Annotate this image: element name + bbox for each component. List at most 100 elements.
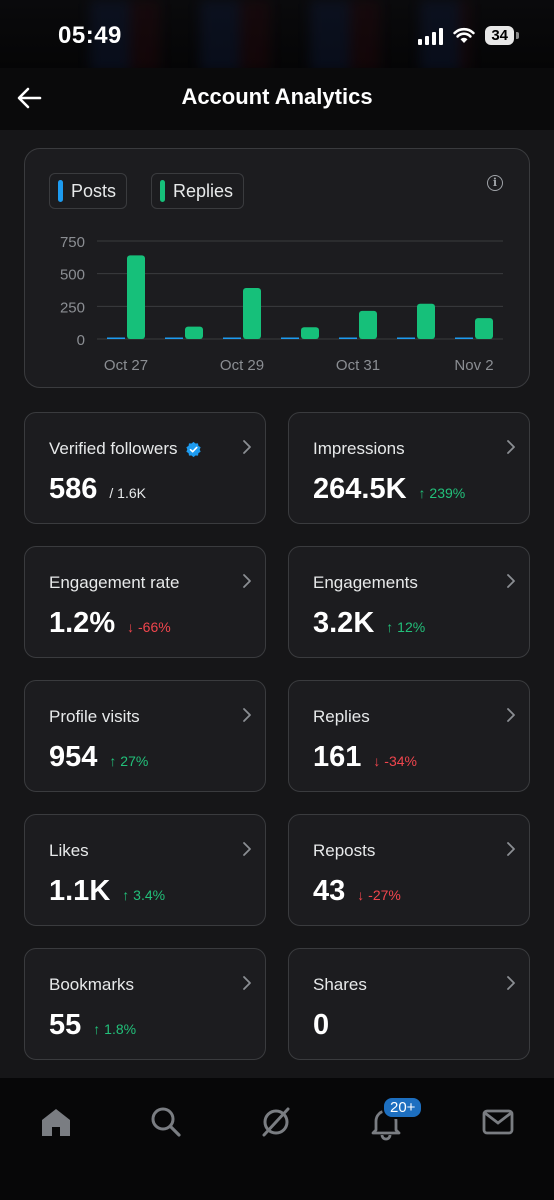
stat-change: ↓ -34% (373, 753, 417, 769)
search-icon[interactable] (146, 1102, 186, 1142)
stat-label-text: Reposts (313, 841, 376, 860)
bar-posts-nov-2[interactable] (455, 337, 473, 340)
chevron-right-icon (507, 574, 515, 588)
page-header: Account Analytics (0, 68, 554, 130)
x-tick-label: Nov 2 (454, 357, 493, 374)
stat-change: ↓ -66% (127, 619, 171, 635)
stat-label-text: Likes (49, 841, 89, 860)
home-icon[interactable] (36, 1102, 76, 1142)
bar-replies-oct-31[interactable] (359, 310, 377, 339)
blurred-background (90, 0, 470, 72)
x-tick-label: Oct 29 (220, 357, 264, 374)
stat-label-text: Shares (313, 975, 367, 994)
stat-card-bookmarks[interactable]: Bookmarks 55 ↑ 1.8% (24, 948, 266, 1060)
x-tick-label: Oct 31 (336, 357, 380, 374)
stat-value-row: 1.2% ↓ -66% (49, 607, 171, 640)
stat-value-row: 43 ↓ -27% (313, 875, 401, 908)
stat-value: 3.2K (313, 607, 375, 639)
info-icon[interactable]: i (487, 175, 503, 191)
stat-card-shares[interactable]: Shares 0 (288, 948, 530, 1060)
chevron-right-icon (243, 440, 251, 454)
chevron-right-icon (243, 708, 251, 722)
stat-value: 1.1K (49, 875, 111, 907)
stat-value-row: 3.2K ↑ 12% (313, 607, 425, 640)
bar-posts-oct-31[interactable] (339, 337, 357, 340)
stat-value-row: 161 ↓ -34% (313, 741, 417, 774)
bar-posts-oct-29[interactable] (223, 337, 241, 340)
back-arrow-icon[interactable] (14, 82, 46, 114)
bar-replies-oct-27[interactable] (127, 255, 145, 339)
stat-change: ↑ 3.4% (122, 887, 166, 903)
bar-replies-oct-30[interactable] (301, 327, 319, 339)
stat-label: Verified followers (49, 439, 202, 459)
stat-card-engagements[interactable]: Engagements 3.2K ↑ 12% (288, 546, 530, 658)
stat-value-row: 0 (313, 1009, 329, 1042)
stat-value-row: 586 / 1.6K (49, 473, 146, 506)
stat-change: ↑ 12% (386, 619, 426, 635)
activity-chart-card: 750 500 250 0 Oct 27 Oct 29 Oct 31 Nov 2 Posts … (24, 148, 530, 388)
stat-change: ↑ 27% (109, 753, 149, 769)
stat-label: Impressions (313, 439, 405, 459)
legend-replies[interactable]: Replies (151, 173, 245, 209)
bar-replies-nov-2[interactable] (475, 318, 493, 339)
bar-posts-oct-30[interactable] (281, 337, 299, 340)
legend-posts-label: Posts (71, 180, 117, 201)
stat-value: 954 (49, 741, 98, 773)
stat-change: ↑ 239% (418, 485, 466, 501)
stat-value-row: 264.5K ↑ 239% (313, 473, 465, 506)
system-icons: 34 (418, 26, 519, 45)
stat-label: Likes (49, 841, 89, 861)
bar-posts-nov-1[interactable] (397, 337, 415, 340)
stat-card-likes[interactable]: Likes 1.1K ↑ 3.4% (24, 814, 266, 926)
stat-value-row: 1.1K ↑ 3.4% (49, 875, 165, 908)
stat-card-reposts[interactable]: Reposts 43 ↓ -27% (288, 814, 530, 926)
stat-card-verified-followers[interactable]: Verified followers 586 / 1.6K (24, 412, 266, 524)
posts-swatch (58, 180, 63, 202)
stat-value: 264.5K (313, 473, 407, 505)
analytics-content: 750 500 250 0 Oct 27 Oct 29 Oct 31 Nov 2 Posts … (0, 130, 554, 1078)
bar-posts-oct-28[interactable] (165, 337, 183, 340)
legend-replies-label: Replies (173, 180, 234, 201)
bar-replies-oct-29[interactable] (243, 288, 261, 339)
stat-value: 43 (313, 875, 346, 907)
stat-value: 586 (49, 473, 98, 505)
stat-card-profile-visits[interactable]: Profile visits 954 ↑ 27% (24, 680, 266, 792)
stat-label: Engagement rate (49, 573, 179, 593)
y-tick-label: 250 (60, 299, 85, 316)
grok-icon[interactable] (256, 1102, 296, 1142)
chart-legend: Posts Replies (49, 173, 245, 209)
y-tick-label: 500 (60, 267, 85, 284)
stat-change: ↑ 1.8% (93, 1021, 137, 1037)
stat-value: 0 (313, 1009, 330, 1041)
stat-label-text: Engagements (313, 573, 418, 592)
stat-label-text: Profile visits (49, 707, 140, 726)
legend-posts[interactable]: Posts (49, 173, 128, 209)
stat-card-replies[interactable]: Replies 161 ↓ -34% (288, 680, 530, 792)
page-title: Account Analytics (181, 84, 373, 109)
y-tick-label: 0 (77, 332, 85, 349)
stat-label-text: Verified followers (49, 439, 178, 458)
stat-label-text: Bookmarks (49, 975, 135, 994)
bar-replies-oct-28[interactable] (185, 326, 203, 339)
x-tick-label: Oct 27 (104, 357, 148, 374)
stat-change: ↓ -27% (357, 887, 401, 903)
stat-value-row: 55 ↑ 1.8% (49, 1009, 136, 1042)
wifi-icon (453, 27, 476, 43)
stat-value: 1.2% (49, 607, 116, 639)
stat-value: 161 (313, 741, 362, 773)
notification-badge: 20+ (382, 1096, 424, 1119)
stat-card-engagement-rate[interactable]: Engagement rate 1.2% ↓ -66% (24, 546, 266, 658)
stat-label: Profile visits (49, 707, 140, 727)
bar-posts-oct-27[interactable] (107, 337, 125, 340)
stat-card-impressions[interactable]: Impressions 264.5K ↑ 239% (288, 412, 530, 524)
bar-replies-nov-1[interactable] (417, 303, 435, 339)
messages-icon[interactable] (478, 1102, 518, 1142)
stat-value: 55 (49, 1009, 82, 1041)
stat-label: Engagements (313, 573, 418, 593)
chevron-right-icon (243, 842, 251, 856)
stat-value-row: 954 ↑ 27% (49, 741, 148, 774)
replies-swatch (160, 180, 166, 202)
stat-total: / 1.6K (109, 485, 146, 501)
status-time: 05:49 (58, 22, 122, 49)
stat-label: Shares (313, 975, 367, 995)
